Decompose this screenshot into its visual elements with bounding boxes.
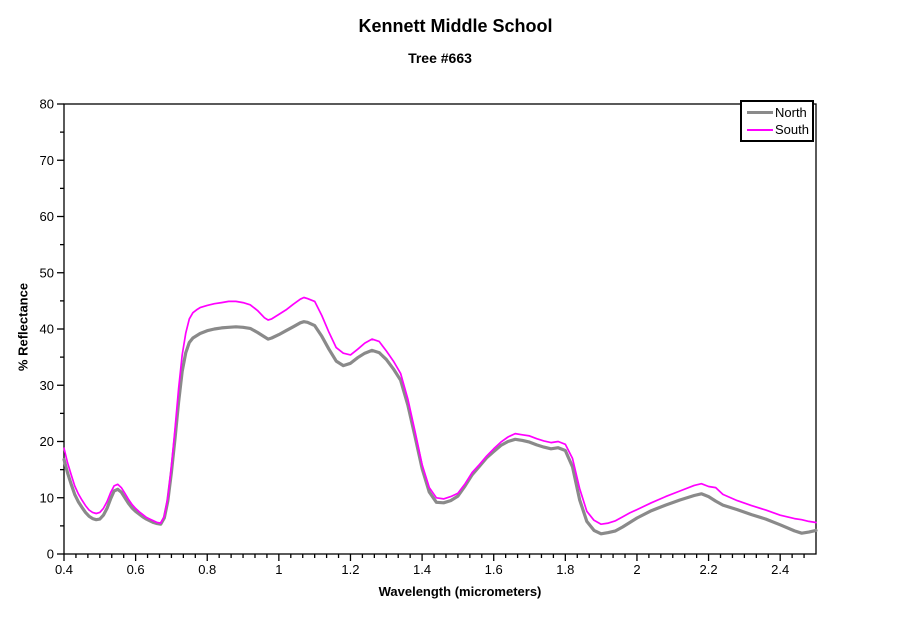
svg-text:1.4: 1.4 (413, 562, 431, 577)
svg-text:2.4: 2.4 (771, 562, 789, 577)
legend-item-south: South (747, 122, 812, 137)
svg-text:0.4: 0.4 (55, 562, 73, 577)
legend: North South (740, 100, 814, 142)
svg-text:40: 40 (40, 322, 54, 337)
svg-text:1.8: 1.8 (556, 562, 574, 577)
svg-text:0.6: 0.6 (127, 562, 145, 577)
svg-text:50: 50 (40, 265, 54, 280)
chart-subtitle: Tree #663 (408, 50, 472, 66)
y-axis-title: % Reflectance (15, 282, 31, 372)
svg-text:2.2: 2.2 (700, 562, 718, 577)
svg-text:60: 60 (40, 209, 54, 224)
south-line (63, 296, 817, 526)
svg-text:1: 1 (275, 562, 282, 577)
legend-label-north: North (775, 105, 807, 120)
svg-text:2: 2 (633, 562, 640, 577)
svg-text:0.8: 0.8 (198, 562, 216, 577)
legend-item-north: North (747, 105, 812, 120)
svg-text:1.6: 1.6 (485, 562, 503, 577)
north-line-sample-icon (747, 111, 773, 114)
chart-title: Kennett Middle School (358, 16, 553, 36)
svg-text:70: 70 (40, 153, 54, 168)
svg-text:0: 0 (47, 547, 54, 562)
svg-text:1.2: 1.2 (341, 562, 359, 577)
north-line (62, 320, 818, 536)
svg-text:20: 20 (40, 434, 54, 449)
x-axis-title: Wavelength (micrometers) (378, 584, 542, 599)
legend-label-south: South (775, 122, 809, 137)
svg-text:10: 10 (40, 490, 54, 505)
svg-text:80: 80 (40, 97, 54, 112)
svg-text:30: 30 (40, 378, 54, 393)
south-line-sample-icon (747, 128, 773, 131)
